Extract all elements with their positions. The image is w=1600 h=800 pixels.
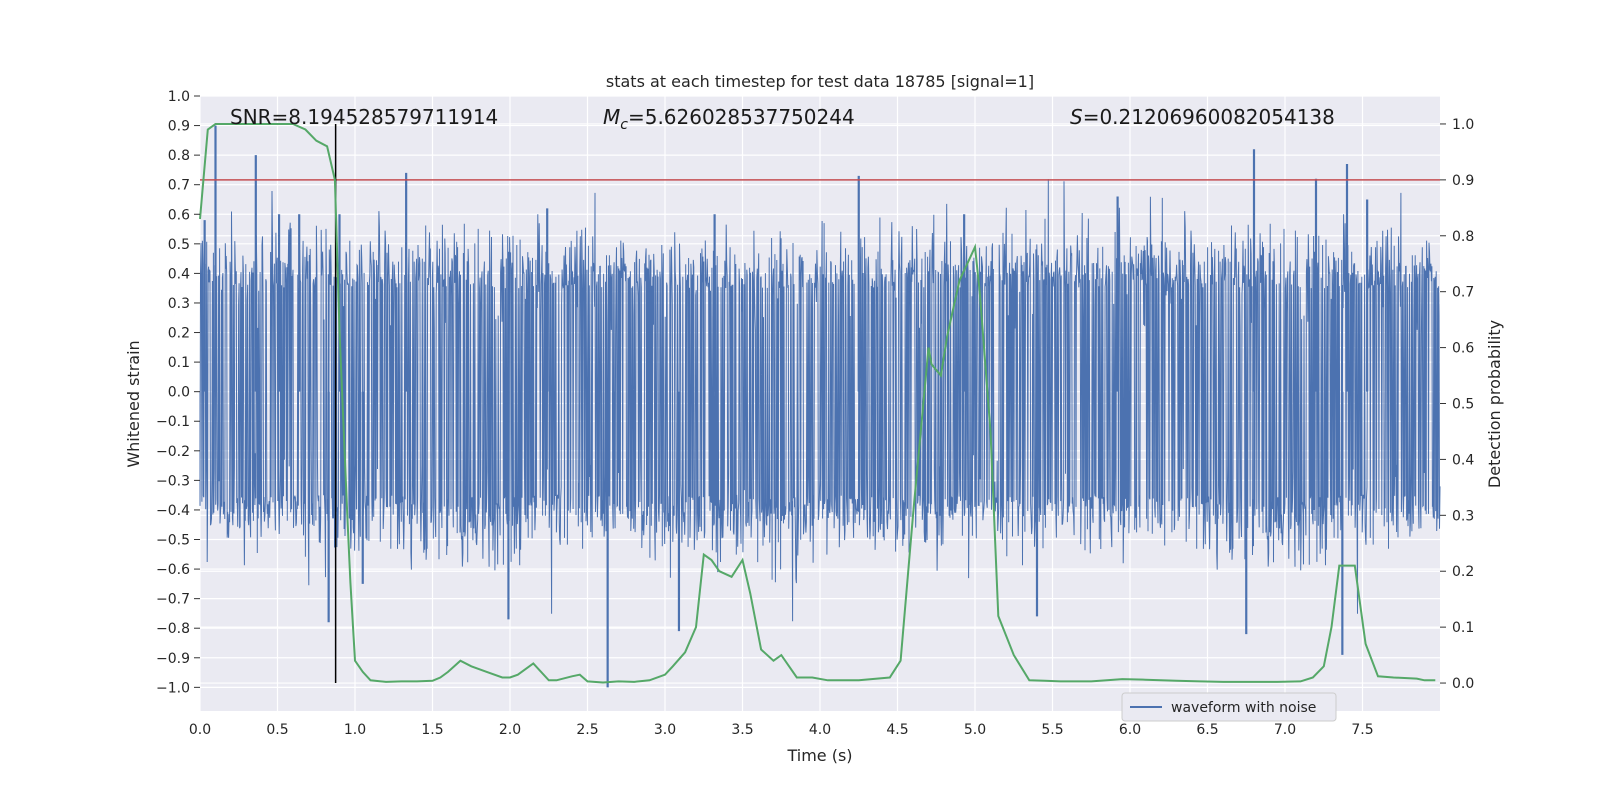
x-tick-label: 0.5 bbox=[266, 722, 288, 738]
left-y-tick-labels: 1.0 0.9 0.8 0.7 0.6 0.5 0.4 0.3 0.2 0.1 0.0 −0.1 −0.… bbox=[156, 89, 200, 696]
left-y-tick-label: 0.7 bbox=[168, 178, 190, 194]
left-y-tick-label: 0.2 bbox=[168, 326, 190, 342]
x-tick-label: 0.0 bbox=[189, 722, 211, 738]
x-tick-label: 6.5 bbox=[1196, 722, 1218, 738]
right-y-tick-label: 0.7 bbox=[1452, 285, 1474, 301]
left-y-tick-label: 0.6 bbox=[168, 207, 190, 223]
left-y-tick-label: −0.9 bbox=[156, 651, 190, 667]
s-value: =0.21206960082054138 bbox=[1083, 105, 1335, 129]
right-y-tick-labels: 1.0 0.9 0.8 0.7 0.6 0.5 0.4 0.3 0.2 0.1 0.0 bbox=[1440, 117, 1474, 692]
right-y-tick-label: 1.0 bbox=[1452, 117, 1474, 133]
left-y-tick-label: −0.2 bbox=[156, 444, 190, 460]
left-y-tick-label: 1.0 bbox=[168, 89, 190, 105]
chirp-mass-symbol: M bbox=[603, 105, 620, 129]
right-y-tick-label: 0.1 bbox=[1452, 620, 1474, 636]
x-tick-label: 2.5 bbox=[576, 722, 598, 738]
s-annotation: S=0.21206960082054138 bbox=[1070, 105, 1335, 129]
right-y-tick-label: 0.3 bbox=[1452, 508, 1474, 524]
x-tick-label: 5.0 bbox=[964, 722, 986, 738]
left-y-axis-label: Whitened strain bbox=[124, 340, 143, 467]
left-y-tick-label: −0.5 bbox=[156, 533, 190, 549]
x-tick-label: 4.0 bbox=[809, 722, 831, 738]
snr-annotation: SNR=8.194528579711914 bbox=[230, 105, 498, 129]
left-y-tick-label: −0.8 bbox=[156, 621, 190, 637]
x-tick-label: 5.5 bbox=[1041, 722, 1063, 738]
x-tick-label: 3.5 bbox=[731, 722, 753, 738]
left-y-tick-label: 0.8 bbox=[168, 148, 190, 164]
right-y-tick-label: 0.9 bbox=[1452, 173, 1474, 189]
left-y-tick-label: −0.6 bbox=[156, 562, 190, 578]
x-tick-label: 4.5 bbox=[886, 722, 908, 738]
x-tick-label: 3.0 bbox=[654, 722, 676, 738]
right-y-tick-label: 0.0 bbox=[1452, 676, 1474, 692]
x-tick-label: 7.5 bbox=[1351, 722, 1373, 738]
right-y-tick-label: 0.6 bbox=[1452, 341, 1474, 357]
s-symbol: S bbox=[1070, 105, 1083, 129]
x-tick-label: 7.0 bbox=[1274, 722, 1296, 738]
left-y-tick-label: 0.1 bbox=[168, 355, 190, 371]
x-tick-label: 6.0 bbox=[1119, 722, 1141, 738]
right-y-tick-label: 0.8 bbox=[1452, 229, 1474, 245]
x-tick-label: 1.0 bbox=[344, 722, 366, 738]
left-y-tick-label: 0.9 bbox=[168, 119, 190, 135]
left-y-tick-label: 0.4 bbox=[168, 266, 190, 282]
left-y-tick-label: 0.5 bbox=[168, 237, 190, 253]
waveform-series bbox=[199, 125, 1441, 688]
left-y-tick-label: −0.3 bbox=[156, 473, 190, 489]
left-y-tick-label: −0.4 bbox=[156, 503, 190, 519]
chart-title: stats at each timestep for test data 187… bbox=[606, 72, 1034, 91]
left-y-tick-label: 0.0 bbox=[168, 385, 190, 401]
legend: waveform with noise bbox=[1121, 692, 1337, 722]
chirp-mass-annotation: Mc=5.626028537750244 bbox=[603, 105, 855, 133]
right-y-axis-label: Detection probability bbox=[1485, 320, 1504, 488]
chirp-mass-value: =5.626028537750244 bbox=[628, 105, 855, 129]
x-tick-label: 1.5 bbox=[421, 722, 443, 738]
left-y-tick-label: −0.7 bbox=[156, 592, 190, 608]
right-y-tick-label: 0.2 bbox=[1452, 564, 1474, 580]
left-y-tick-label: 0.3 bbox=[168, 296, 190, 312]
legend-label: waveform with noise bbox=[1171, 700, 1316, 716]
x-axis-label: Time (s) bbox=[786, 746, 852, 765]
right-y-tick-label: 0.5 bbox=[1452, 397, 1474, 413]
detection-probability-line bbox=[199, 123, 1436, 684]
x-tick-label: 2.0 bbox=[499, 722, 521, 738]
left-y-tick-label: −1.0 bbox=[156, 680, 190, 696]
right-y-tick-label: 0.4 bbox=[1452, 452, 1474, 468]
legend-box bbox=[1121, 692, 1337, 722]
chirp-mass-subscript: c bbox=[620, 117, 628, 133]
x-tick-labels: 0.0 0.5 1.0 1.5 2.0 2.5 3.0 3.5 4.0 4.5 5.0 5.5 6.0 6… bbox=[189, 722, 1374, 738]
left-y-tick-label: −0.1 bbox=[156, 414, 190, 430]
